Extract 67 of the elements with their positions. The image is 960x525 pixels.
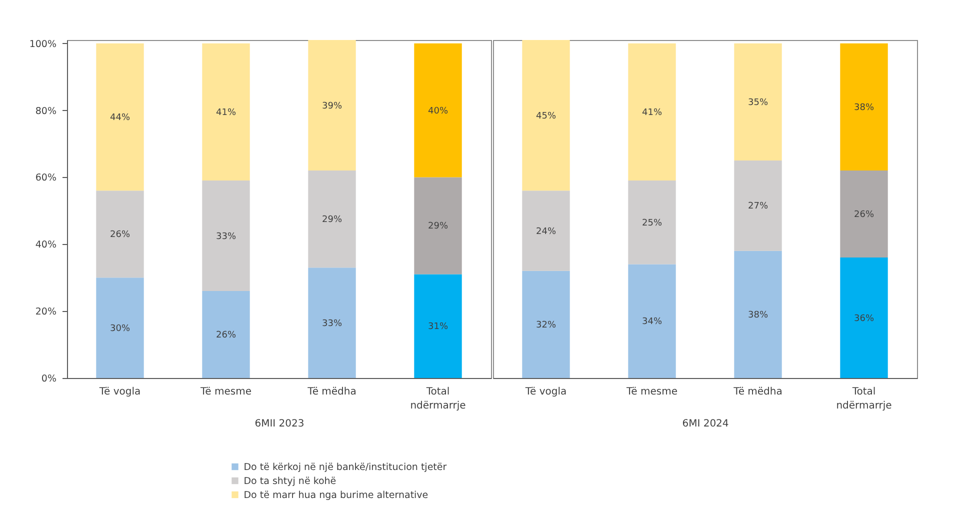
data-label: 26% <box>854 210 874 220</box>
bar <box>628 180 676 264</box>
bar <box>308 268 356 378</box>
data-label: 35% <box>748 98 768 108</box>
bar <box>840 170 888 258</box>
data-label: 30% <box>110 324 130 334</box>
bar <box>734 43 782 160</box>
data-label: 26% <box>110 230 130 240</box>
y-tick-label: 60% <box>35 172 56 184</box>
x-tick-label: Të mesme <box>199 386 252 398</box>
legend-label: Do ta shtyj në kohë <box>244 476 336 487</box>
x-axis-title: 6MI 2024 <box>682 418 729 430</box>
legend-label: Do të kërkoj në një bankë/institucion tjetër <box>244 462 447 473</box>
bar <box>96 43 144 191</box>
data-label: 29% <box>322 215 342 226</box>
y-tick-label: 80% <box>35 106 56 117</box>
bar <box>840 258 888 378</box>
data-label: 32% <box>536 320 556 330</box>
bar <box>628 264 676 378</box>
y-tick-label: 100% <box>29 38 56 50</box>
data-label: 25% <box>642 218 662 228</box>
bar <box>734 160 782 251</box>
bar <box>202 290 250 378</box>
data-label: 40% <box>428 106 448 116</box>
y-tick-label: 40% <box>35 240 56 251</box>
x-tick-label: Të vogla <box>98 386 141 398</box>
bar <box>414 43 462 178</box>
bar <box>414 274 462 378</box>
bar <box>202 43 250 181</box>
bar <box>840 43 888 171</box>
bar <box>522 190 570 271</box>
data-label: 41% <box>216 108 236 118</box>
data-label: 38% <box>748 310 768 320</box>
bar <box>414 177 462 274</box>
bar <box>522 270 570 378</box>
legend-label: Do të marr hua nga burime alternative <box>244 490 428 501</box>
bar <box>96 190 144 278</box>
bar <box>734 250 782 378</box>
bar <box>522 40 570 191</box>
data-label: 29% <box>428 222 448 232</box>
y-tick-label: 0% <box>41 374 56 384</box>
bar <box>628 43 676 181</box>
bar <box>202 180 250 291</box>
x-tick-label: Të mesme <box>625 386 678 398</box>
data-label: 33% <box>322 318 342 329</box>
data-label: 33% <box>216 232 236 242</box>
x-tick-label: Të vogla <box>524 386 567 398</box>
x-tick-label: Total ndërmarrje <box>410 386 466 412</box>
x-tick-label: Të mëdha <box>306 386 356 398</box>
data-label: 31% <box>428 322 448 332</box>
data-label: 34% <box>642 317 662 328</box>
data-label: 36% <box>854 314 874 324</box>
x-tick-label: Total ndërmarrje <box>836 386 892 412</box>
data-label: 26% <box>216 330 236 340</box>
data-label: 38% <box>854 102 874 113</box>
data-label: 39% <box>322 101 342 112</box>
data-label: 45% <box>536 111 556 122</box>
data-label: 24% <box>536 226 556 237</box>
data-label: 27% <box>748 202 768 212</box>
bar <box>308 170 356 268</box>
bar <box>308 40 356 171</box>
x-tick-label: Të mëdha <box>732 386 782 398</box>
data-label: 44% <box>110 112 130 123</box>
data-label: 41% <box>642 108 662 118</box>
x-axis-title: 6MII 2023 <box>254 418 304 430</box>
bar <box>96 278 144 378</box>
y-tick-label: 20% <box>35 306 56 318</box>
